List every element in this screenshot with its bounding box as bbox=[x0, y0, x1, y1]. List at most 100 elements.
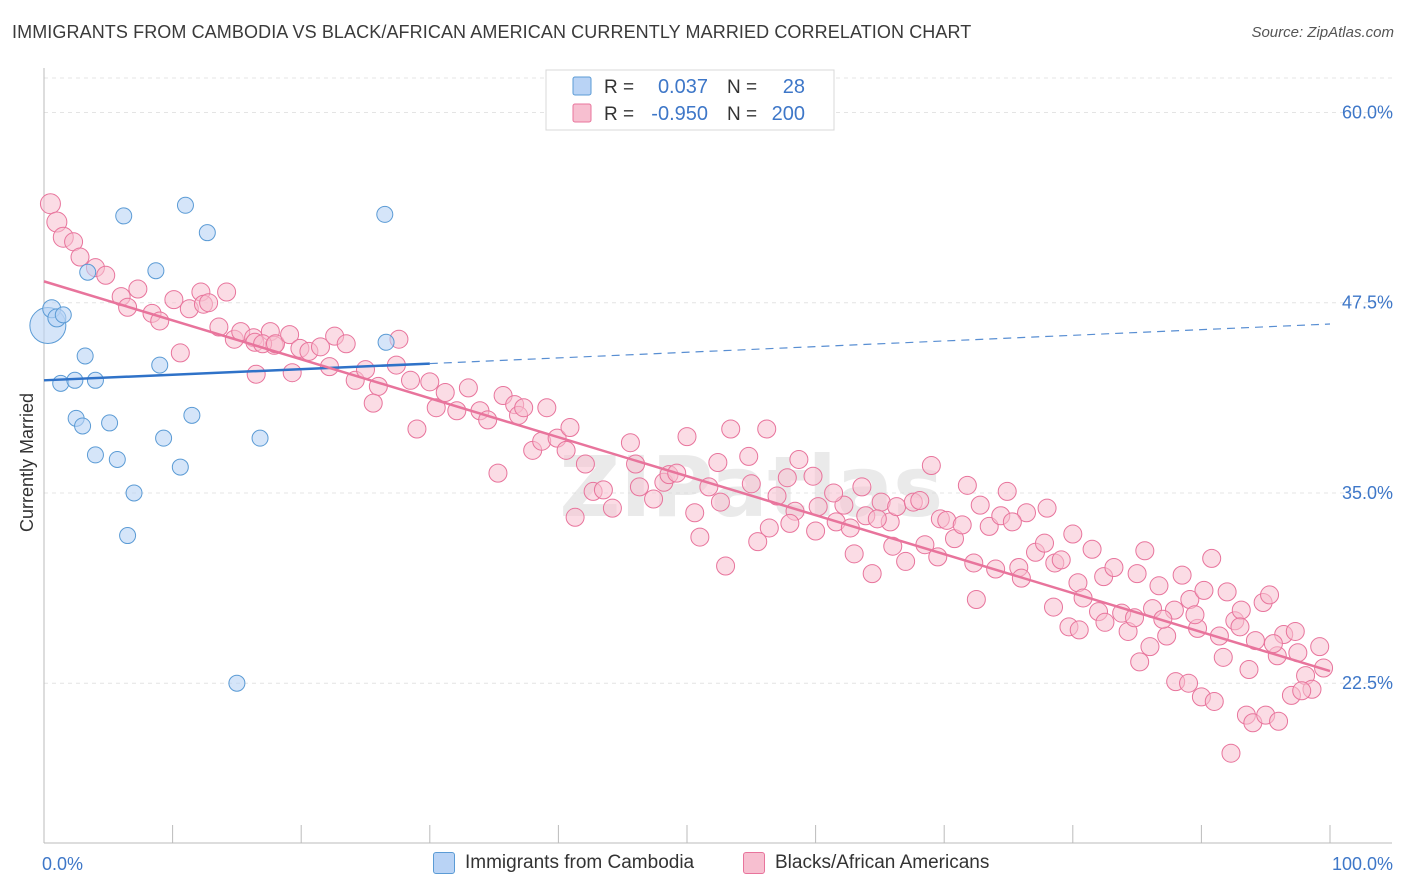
stats-r-label-1: R = bbox=[604, 104, 634, 125]
point-blacks-13 bbox=[170, 343, 190, 363]
point-blacks-161 bbox=[1063, 524, 1083, 544]
stats-n-value-1: 200 bbox=[772, 103, 805, 125]
point-blacks-179 bbox=[844, 544, 864, 564]
y-tick-label-1: 35.0% bbox=[1342, 483, 1393, 503]
point-cambodia-6 bbox=[86, 371, 104, 389]
point-blacks-194 bbox=[1285, 621, 1305, 641]
point-blacks-68 bbox=[620, 433, 640, 453]
point-blacks-62 bbox=[560, 417, 580, 437]
point-blacks-154 bbox=[1310, 637, 1330, 657]
point-blacks-89 bbox=[789, 449, 809, 469]
point-blacks-175 bbox=[716, 556, 736, 576]
stats-box bbox=[545, 69, 835, 131]
stats-r-value-1: -0.950 bbox=[651, 103, 708, 125]
point-blacks-108 bbox=[952, 515, 972, 535]
point-blacks-46 bbox=[426, 398, 446, 418]
source-label: Source: ZipAtlas.com bbox=[1251, 24, 1394, 41]
point-blacks-52 bbox=[488, 463, 508, 483]
point-cambodia-22 bbox=[119, 527, 137, 545]
point-blacks-190 bbox=[1185, 605, 1205, 625]
point-blacks-71 bbox=[644, 489, 664, 509]
point-cambodia-21 bbox=[125, 484, 143, 502]
point-blacks-180 bbox=[883, 536, 903, 556]
point-blacks-173 bbox=[1292, 681, 1312, 701]
point-blacks-163 bbox=[1140, 637, 1160, 657]
point-blacks-12 bbox=[164, 290, 184, 310]
point-cambodia-16 bbox=[108, 450, 126, 468]
point-blacks-158 bbox=[957, 475, 977, 495]
point-cambodia-9 bbox=[147, 262, 165, 280]
point-blacks-187 bbox=[1095, 612, 1115, 632]
point-blacks-64 bbox=[565, 507, 585, 527]
point-blacks-84 bbox=[757, 419, 777, 439]
point-blacks-147 bbox=[1260, 585, 1280, 605]
legend-cambodia[interactable]: Immigrants from Cambodia bbox=[433, 852, 694, 874]
point-blacks-159 bbox=[1002, 512, 1022, 532]
point-blacks-75 bbox=[677, 427, 697, 447]
point-blacks-115 bbox=[1017, 503, 1037, 523]
point-blacks-130 bbox=[1135, 541, 1155, 561]
point-blacks-70 bbox=[629, 477, 649, 497]
point-blacks-104 bbox=[921, 456, 941, 476]
point-blacks-44 bbox=[407, 419, 427, 439]
point-blacks-56 bbox=[514, 398, 534, 418]
point-blacks-18 bbox=[209, 317, 229, 337]
point-cambodia-18 bbox=[155, 429, 173, 447]
point-blacks-85 bbox=[759, 518, 779, 538]
legend-label-cambodia: Immigrants from Cambodia bbox=[465, 852, 695, 873]
point-blacks-9 bbox=[128, 279, 148, 299]
point-cambodia-11 bbox=[198, 224, 216, 242]
point-blacks-33 bbox=[310, 337, 330, 357]
stats-r-label-0: R = bbox=[604, 77, 634, 98]
point-blacks-110 bbox=[970, 495, 990, 515]
point-blacks-185 bbox=[1044, 597, 1064, 617]
point-blacks-66 bbox=[593, 480, 613, 500]
point-blacks-144 bbox=[1239, 659, 1259, 679]
trend-cambodia bbox=[43, 362, 430, 382]
point-blacks-97 bbox=[862, 564, 882, 584]
point-blacks-188 bbox=[1130, 652, 1150, 672]
point-cambodia-10 bbox=[176, 196, 194, 214]
y-tick-label-3: 60.0% bbox=[1342, 102, 1393, 122]
point-blacks-4 bbox=[70, 247, 90, 267]
point-blacks-126 bbox=[1104, 558, 1124, 578]
point-cambodia-19 bbox=[183, 406, 201, 424]
point-blacks-141 bbox=[1217, 582, 1237, 602]
point-blacks-176 bbox=[748, 532, 768, 552]
point-blacks-191 bbox=[1213, 647, 1233, 667]
stats-legend: R = 0.037 N = 28 R = -0.950 N = 200 bbox=[545, 69, 835, 131]
point-cambodia-4 bbox=[52, 374, 70, 392]
legend-blacks[interactable]: Blacks/African Americans bbox=[743, 852, 989, 874]
point-blacks-86 bbox=[767, 486, 787, 506]
legend-swatch-blue bbox=[433, 852, 455, 874]
point-blacks-178 bbox=[806, 521, 826, 541]
point-blacks-95 bbox=[852, 477, 872, 497]
point-blacks-93 bbox=[834, 495, 854, 515]
y-tick-label-0: 22.5% bbox=[1342, 673, 1393, 693]
chart-title: IMMIGRANTS FROM CAMBODIA VS BLACK/AFRICA… bbox=[12, 22, 972, 42]
point-blacks-156 bbox=[867, 509, 887, 529]
y-axis-label: Currently Married bbox=[17, 393, 37, 532]
point-blacks-67 bbox=[602, 498, 622, 518]
trend-lines bbox=[43, 280, 1331, 673]
point-cambodia-7 bbox=[79, 263, 97, 281]
point-blacks-192 bbox=[1230, 617, 1250, 637]
point-blacks-0 bbox=[39, 193, 61, 215]
point-blacks-81 bbox=[721, 419, 741, 439]
x-tick-labels: 0.0% 100.0% bbox=[42, 854, 1393, 874]
trend-cambodia-extension bbox=[429, 323, 1331, 365]
point-blacks-90 bbox=[803, 466, 823, 486]
point-blacks-47 bbox=[435, 382, 455, 402]
point-blacks-79 bbox=[708, 453, 728, 472]
point-blacks-77 bbox=[690, 527, 710, 547]
point-cambodia-3 bbox=[54, 306, 72, 324]
stats-r-value-0: 0.037 bbox=[658, 76, 708, 98]
point-blacks-31 bbox=[282, 363, 302, 383]
point-cambodia-26 bbox=[228, 674, 246, 692]
point-blacks-17 bbox=[199, 293, 219, 313]
point-blacks-6 bbox=[96, 265, 116, 285]
point-blacks-139 bbox=[1202, 548, 1222, 568]
point-blacks-123 bbox=[1082, 539, 1102, 559]
stats-n-label-0: N = bbox=[727, 77, 757, 98]
point-blacks-117 bbox=[1035, 533, 1055, 553]
